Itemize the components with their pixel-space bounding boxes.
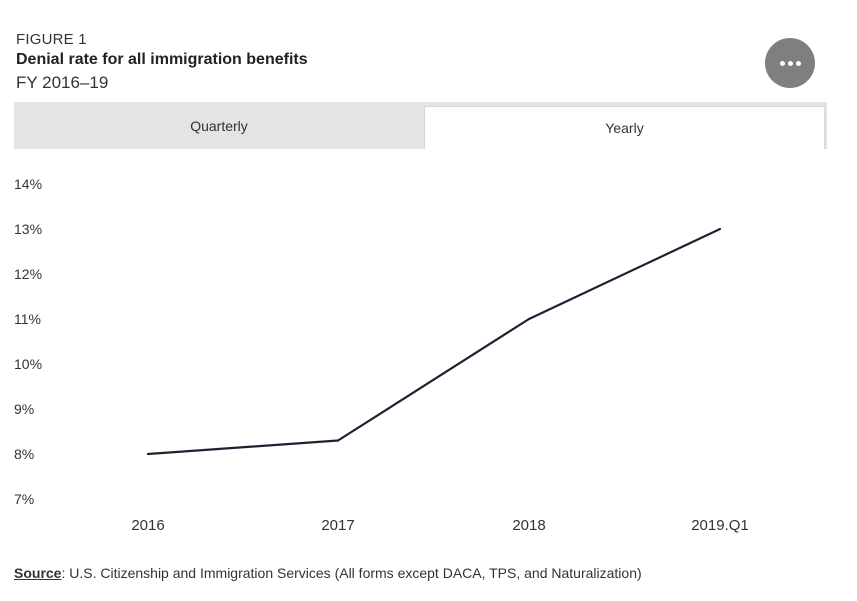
y-tick-label: 12% (14, 266, 42, 282)
chart-title: Denial rate for all immigration benefits (16, 51, 308, 68)
data-point[interactable] (718, 227, 722, 231)
chart-subtitle: FY 2016–19 (16, 73, 109, 92)
x-tick-label: 2017 (321, 517, 354, 534)
y-tick-label: 10% (14, 356, 42, 372)
data-point[interactable] (146, 452, 150, 456)
y-tick-label: 9% (14, 401, 34, 417)
x-tick-label: 2018 (512, 517, 545, 534)
y-tick-label: 11% (14, 311, 41, 327)
source-text: : U.S. Citizenship and Immigration Servi… (61, 565, 642, 581)
tab-yearly[interactable]: Yearly (424, 106, 825, 149)
period-tabs: Quarterly Yearly (14, 102, 827, 149)
y-tick-label: 8% (14, 446, 34, 462)
more-options-button[interactable] (765, 38, 815, 88)
x-tick-label: 2019.Q1 (691, 517, 749, 534)
data-point[interactable] (527, 317, 531, 321)
line-chart: 14% 13% 12% 11% 10% 9% 8% 7% 2016 2017 2018 2019.Q1 (14, 176, 749, 534)
more-horizontal-icon (779, 60, 801, 66)
tab-quarterly[interactable]: Quarterly (190, 117, 248, 134)
y-tick-label: 14% (14, 176, 42, 192)
data-point[interactable] (336, 439, 340, 442)
x-tick-label: 2016 (131, 517, 164, 534)
source-note: Source: U.S. Citizenship and Immigration… (14, 565, 642, 581)
y-tick-label: 13% (14, 221, 42, 237)
figure-label: FIGURE 1 (16, 31, 87, 48)
source-label: Source (14, 565, 62, 581)
y-tick-label: 7% (14, 491, 34, 507)
series-line (147, 228, 721, 456)
